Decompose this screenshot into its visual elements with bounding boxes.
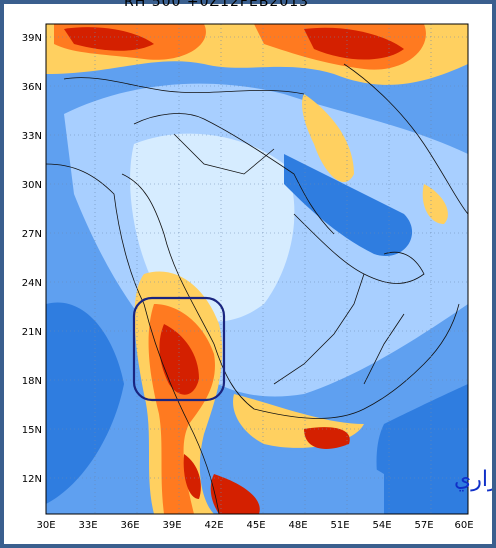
lon-tick: 60E <box>454 520 473 531</box>
lat-tick: 24N <box>22 278 42 289</box>
lat-tick: 27N <box>22 229 42 240</box>
plot-border <box>45 23 469 515</box>
lat-tick: 36N <box>22 82 42 93</box>
lat-tick: 30N <box>22 180 42 191</box>
coastlines <box>46 63 468 514</box>
lon-tick: 54E <box>372 520 391 531</box>
map-title: RH 500 +0Z12FEB2013 <box>124 0 310 10</box>
lon-tick: 33E <box>78 520 97 531</box>
lat-tick: 33N <box>22 131 42 142</box>
lon-tick: 39E <box>162 520 181 531</box>
map-frame: RH 500 +0Z12FEB2013 <box>4 0 492 544</box>
latitude-axis: 39N 36N 33N 30N 27N 24N 21N 18N 15N 12N <box>22 33 42 485</box>
lon-tick: 51E <box>330 520 349 531</box>
graticule <box>46 24 468 514</box>
relative-humidity-map: 39N 36N 33N 30N 27N 24N 21N 18N 15N 12N … <box>22 23 492 531</box>
lon-tick: 30E <box>36 520 55 531</box>
lat-tick: 12N <box>22 474 42 485</box>
lon-tick: 45E <box>246 520 265 531</box>
lat-tick: 21N <box>22 327 42 338</box>
lon-tick: 57E <box>414 520 433 531</box>
lat-tick: 39N <box>22 33 42 44</box>
lon-tick: 36E <box>120 520 139 531</box>
lon-tick: 48E <box>288 520 307 531</box>
longitude-axis: 30E 33E 36E 39E 42E 45E 48E 51E 54E 57E … <box>36 520 473 531</box>
author-signature: حامد البراري <box>454 467 492 492</box>
lat-tick: 15N <box>22 425 42 436</box>
lat-tick: 18N <box>22 376 42 387</box>
lon-tick: 42E <box>204 520 223 531</box>
highlight-box <box>132 296 226 402</box>
humidity-field <box>46 24 468 514</box>
